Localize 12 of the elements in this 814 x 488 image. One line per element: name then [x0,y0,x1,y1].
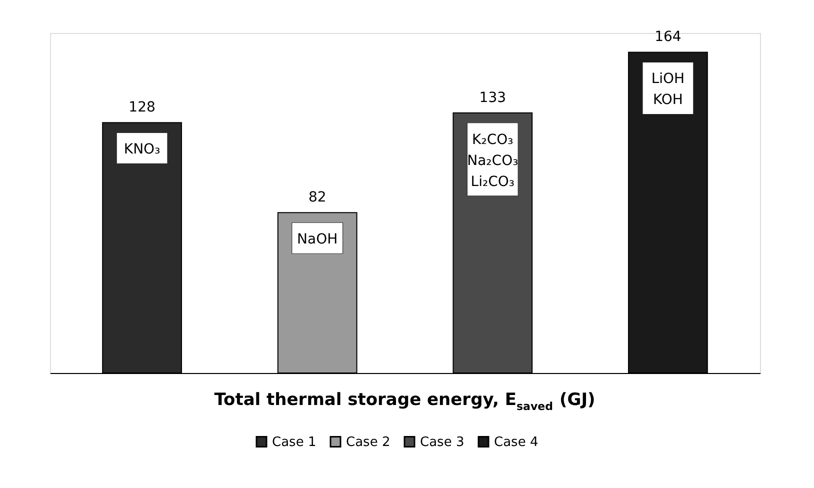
data-label: 164 [654,29,682,46]
legend-label: Case 1 [272,434,316,450]
annotation: K₂CO₃ Na₂CO₃ Li₂CO₃ [467,132,518,190]
legend-label: Case 4 [494,434,538,450]
data-label: 128 [128,100,156,116]
data-label: 82 [308,190,326,206]
legend-label: Case 3 [420,434,464,450]
annotation: NaOH [297,232,338,248]
annotation: KNO₃ [124,142,160,158]
legend-label: Case 2 [346,434,390,450]
data-label: 133 [479,90,506,106]
annotation: LiOH KOH [651,71,685,108]
